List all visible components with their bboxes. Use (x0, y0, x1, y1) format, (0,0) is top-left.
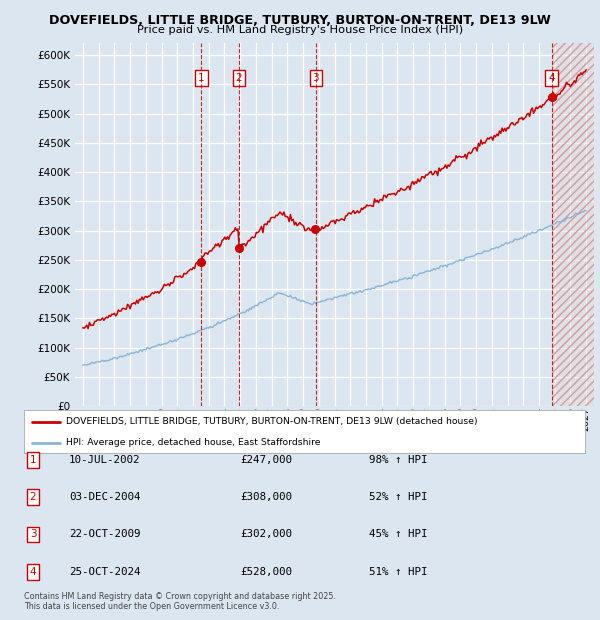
Text: Contains HM Land Registry data © Crown copyright and database right 2025.
This d: Contains HM Land Registry data © Crown c… (24, 592, 336, 611)
Text: 4: 4 (548, 73, 555, 83)
Text: 10-JUL-2002: 10-JUL-2002 (69, 455, 140, 465)
Text: 4: 4 (29, 567, 37, 577)
Text: 25-OCT-2024: 25-OCT-2024 (69, 567, 140, 577)
Text: £528,000: £528,000 (240, 567, 292, 577)
Text: 1: 1 (198, 73, 205, 83)
Text: 45% ↑ HPI: 45% ↑ HPI (369, 529, 427, 539)
Text: 51% ↑ HPI: 51% ↑ HPI (369, 567, 427, 577)
Text: £247,000: £247,000 (240, 455, 292, 465)
Text: DOVEFIELDS, LITTLE BRIDGE, TUTBURY, BURTON-ON-TRENT, DE13 9LW: DOVEFIELDS, LITTLE BRIDGE, TUTBURY, BURT… (49, 14, 551, 27)
Text: 3: 3 (313, 73, 319, 83)
Text: 98% ↑ HPI: 98% ↑ HPI (369, 455, 427, 465)
Text: 2: 2 (236, 73, 242, 83)
Text: 52% ↑ HPI: 52% ↑ HPI (369, 492, 427, 502)
Text: Price paid vs. HM Land Registry's House Price Index (HPI): Price paid vs. HM Land Registry's House … (137, 25, 463, 35)
Text: HPI: Average price, detached house, East Staffordshire: HPI: Average price, detached house, East… (66, 438, 320, 448)
Text: 03-DEC-2004: 03-DEC-2004 (69, 492, 140, 502)
Text: £302,000: £302,000 (240, 529, 292, 539)
Text: 2: 2 (29, 492, 37, 502)
Text: DOVEFIELDS, LITTLE BRIDGE, TUTBURY, BURTON-ON-TRENT, DE13 9LW (detached house): DOVEFIELDS, LITTLE BRIDGE, TUTBURY, BURT… (66, 417, 478, 427)
Text: 3: 3 (29, 529, 37, 539)
Text: 22-OCT-2009: 22-OCT-2009 (69, 529, 140, 539)
Text: 1: 1 (29, 455, 37, 465)
Text: £308,000: £308,000 (240, 492, 292, 502)
